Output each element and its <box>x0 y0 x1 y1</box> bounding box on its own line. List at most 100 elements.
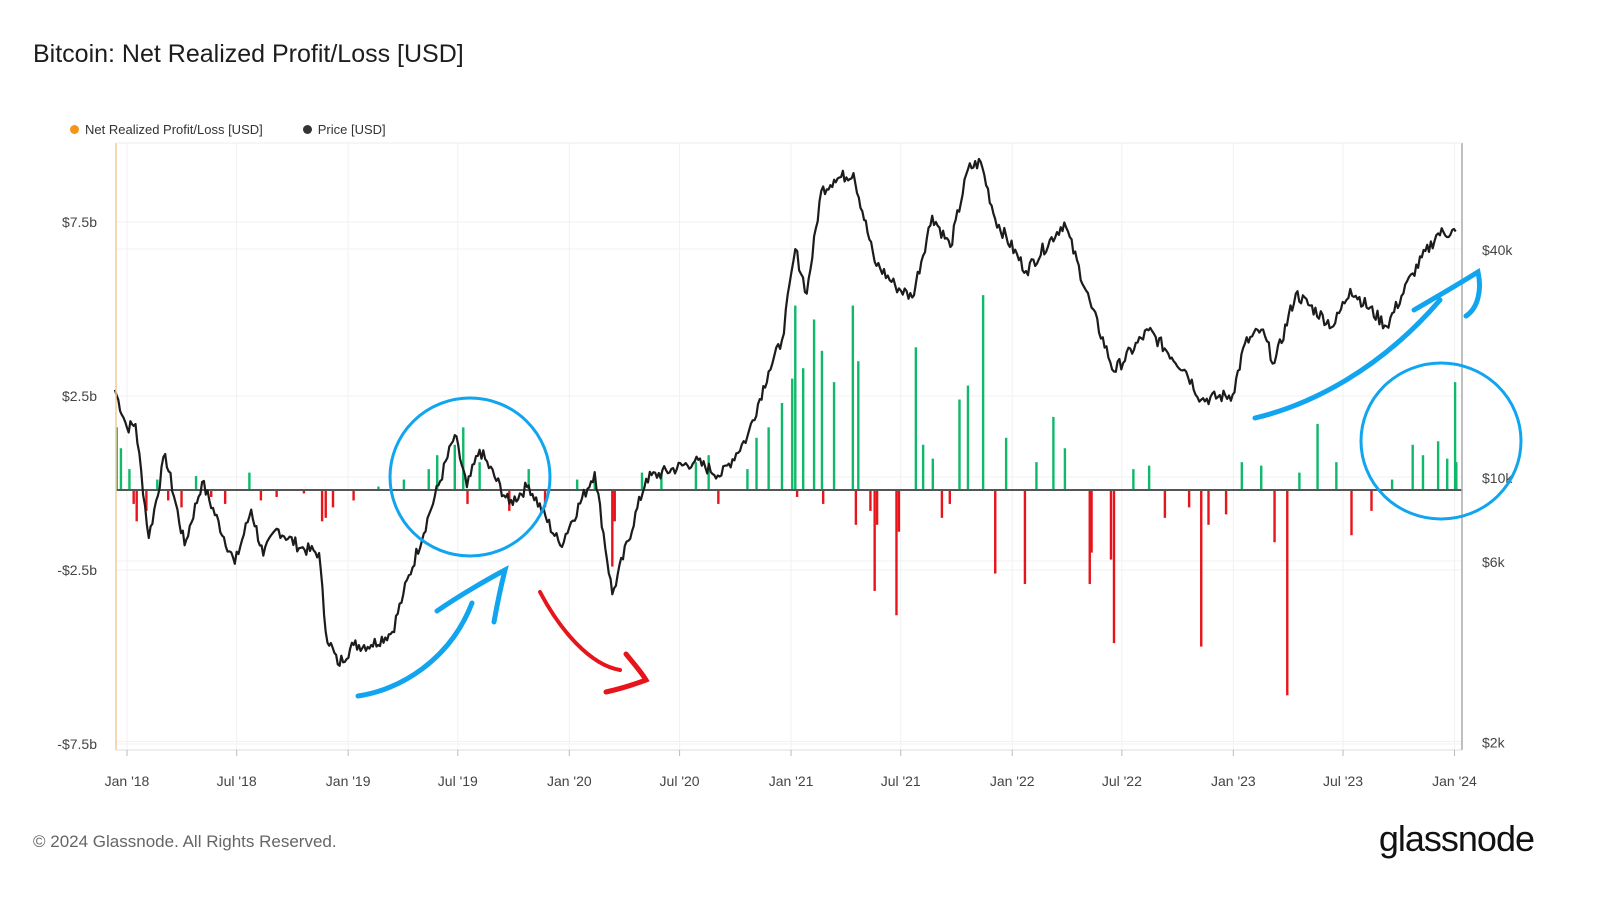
loss-bar <box>331 490 335 508</box>
profit-bar <box>1035 462 1038 490</box>
profit-bar <box>119 448 123 490</box>
profit-bar <box>1335 462 1338 490</box>
legend-item-price[interactable]: Price [USD] <box>302 122 386 137</box>
loss-bar <box>821 490 825 504</box>
loss-bar <box>1200 490 1203 647</box>
profit-bar <box>755 437 758 490</box>
annotation-arrowhead-2023 <box>1411 268 1482 319</box>
annotation-arrow-up-2023 <box>1252 297 1443 421</box>
right-axis-tick-label: $10k <box>1482 470 1513 486</box>
x-axis-tick-label: Jan '22 <box>990 773 1035 789</box>
profit-bar <box>427 469 430 490</box>
right-axis-tick-label: $6k <box>1482 554 1506 570</box>
legend-item-net-pnl[interactable]: Net Realized Profit/Loss [USD] <box>70 122 263 137</box>
x-axis-tick-label: Jan '19 <box>326 773 371 789</box>
profit-bar <box>1390 479 1394 490</box>
profit-bar <box>1421 455 1425 490</box>
loss-bar <box>948 490 951 504</box>
profit-bar <box>660 472 663 490</box>
loss-bar <box>869 490 872 511</box>
profit-bar <box>801 368 805 490</box>
loss-bar <box>167 490 170 501</box>
x-axis-tick-label: Jan '18 <box>105 773 150 789</box>
loss-bar <box>1370 490 1373 511</box>
loss-bar <box>613 490 616 522</box>
legend-label: Price [USD] <box>317 122 386 137</box>
loss-bar <box>875 490 879 525</box>
profit-bar <box>820 350 824 490</box>
annotation-arrow-down-red <box>538 590 622 672</box>
net-pnl-bars <box>115 295 1458 696</box>
loss-bar <box>210 490 213 497</box>
profit-bar <box>248 472 251 490</box>
legend: Net Realized Profit/Loss [USD] Price [US… <box>70 122 386 137</box>
chart-title: Bitcoin: Net Realized Profit/Loss [USD] <box>33 40 464 68</box>
loss-bar <box>1090 490 1093 553</box>
profit-bar <box>1260 465 1263 490</box>
x-axis-tick-label: Jul '22 <box>1102 773 1142 789</box>
left-axis-tick-label: -$7.5b <box>57 736 97 752</box>
loss-bar <box>1286 490 1289 696</box>
loss-bar <box>1088 490 1091 584</box>
right-axis-tick-label: $2k <box>1482 735 1506 751</box>
profit-bar <box>402 479 406 490</box>
profit-bar <box>128 469 131 490</box>
loss-bar <box>1207 490 1210 525</box>
loss-bar <box>994 490 997 574</box>
profit-bar <box>746 469 749 490</box>
gridlines <box>116 143 1462 750</box>
loss-bar <box>352 490 355 501</box>
profit-bar <box>1240 462 1244 490</box>
x-axis-tick-label: Jul '20 <box>660 773 700 789</box>
loss-bar <box>302 490 306 494</box>
profit-bar <box>1316 423 1319 490</box>
loss-bar <box>1023 490 1027 584</box>
loss-bar <box>1163 490 1167 518</box>
profit-bar <box>958 399 961 490</box>
profit-bar <box>931 458 935 490</box>
profit-bar <box>791 378 794 490</box>
profit-bar <box>575 479 579 490</box>
x-axis-tick-label: Jan '20 <box>547 773 592 789</box>
loss-bar <box>324 490 327 518</box>
loss-bar <box>275 490 278 497</box>
loss-bar <box>132 490 135 504</box>
profit-bar <box>527 469 530 490</box>
x-axis-tick-label: Jan '21 <box>769 773 814 789</box>
legend-dot-orange-icon <box>70 125 79 134</box>
profit-bar <box>812 319 816 490</box>
profit-bar <box>1446 458 1449 490</box>
profit-bar <box>767 427 770 490</box>
profit-bar <box>966 385 970 490</box>
loss-bar <box>1224 490 1228 515</box>
profit-bar <box>780 403 784 490</box>
loss-bar <box>259 490 263 501</box>
x-axis-tick-label: Jul '18 <box>217 773 257 789</box>
loss-bar <box>223 490 227 504</box>
profit-bar <box>1132 469 1135 490</box>
loss-bar <box>795 490 799 497</box>
profit-bar <box>832 382 836 490</box>
profit-bar <box>478 462 481 490</box>
x-axis-tick-label: Jul '21 <box>881 773 921 789</box>
loss-bar <box>1273 490 1276 543</box>
profit-bar <box>707 455 710 490</box>
glassnode-logo[interactable]: glassnode <box>1378 818 1535 859</box>
loss-bar <box>717 490 720 504</box>
loss-bar <box>1112 490 1116 644</box>
profit-bar <box>377 486 380 490</box>
profit-bar <box>1455 462 1458 490</box>
loss-bar <box>466 490 469 504</box>
profit-bar <box>794 305 797 490</box>
x-axis-tick-label: Jan '23 <box>1211 773 1256 789</box>
loss-bar <box>897 490 901 532</box>
left-axis-tick-label: $2.5b <box>62 388 97 404</box>
annotation-circle-2024 <box>1359 361 1523 521</box>
loss-bar <box>1350 490 1353 536</box>
x-axis-tick-label: Jul '23 <box>1323 773 1363 789</box>
profit-bar <box>1004 437 1008 490</box>
profit-bar <box>640 472 644 490</box>
profit-bar <box>1298 472 1301 490</box>
annotations <box>355 268 1523 699</box>
